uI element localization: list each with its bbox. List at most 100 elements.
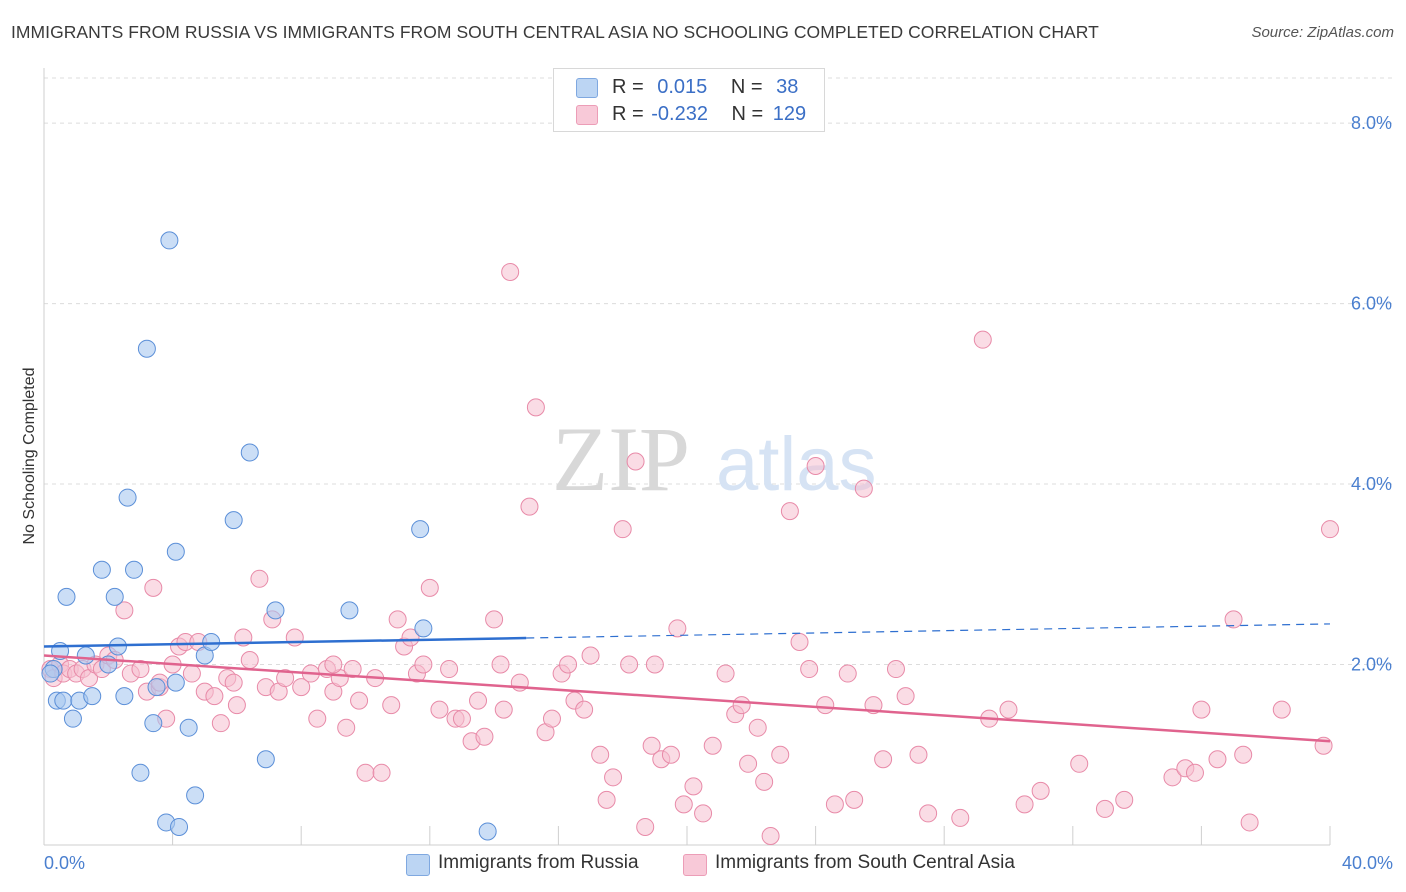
data-point-russia (76, 646, 95, 665)
legend-n-label: N = (731, 103, 764, 125)
data-point-asia (1163, 768, 1182, 787)
data-point-asia (224, 673, 243, 692)
data-point-asia (308, 709, 327, 728)
data-point-asia (620, 655, 639, 674)
data-point-asia (645, 655, 664, 674)
data-point-asia (668, 619, 687, 638)
data-point-asia (356, 763, 375, 782)
data-point-russia (256, 750, 275, 769)
data-point-asia (388, 610, 407, 629)
data-point-russia (160, 231, 179, 250)
watermark-atlas: atlas (716, 422, 877, 507)
data-point-asia (694, 804, 713, 823)
data-point-asia (874, 750, 893, 769)
data-point-asia (732, 696, 751, 715)
data-point-russia (105, 587, 124, 606)
correlation-legend: R = 0.015 N = 38 R = -0.232 N = 129 (553, 68, 825, 132)
data-point-asia (144, 578, 163, 597)
data-point-russia (118, 488, 137, 507)
data-point-asia (1115, 790, 1134, 809)
data-point-asia (951, 808, 970, 827)
data-point-asia (337, 718, 356, 737)
data-point-asia (276, 669, 295, 688)
data-point-asia (452, 709, 471, 728)
data-point-asia (1185, 763, 1204, 782)
series-russia-points (41, 231, 497, 841)
data-point-asia (771, 745, 790, 764)
data-point-asia (211, 714, 230, 733)
data-point-asia (642, 736, 661, 755)
data-point-russia (414, 619, 433, 638)
data-point-russia (54, 691, 73, 710)
data-point-asia (800, 660, 819, 679)
data-point-russia (240, 443, 259, 462)
data-point-asia (806, 457, 825, 476)
data-point-asia (520, 497, 539, 516)
data-point-russia (170, 817, 189, 836)
y-tick-label: 2.0% (1351, 655, 1392, 675)
data-point-russia (179, 718, 198, 737)
data-point-asia (414, 655, 433, 674)
y-tick-label: 6.0% (1351, 294, 1392, 314)
data-point-russia (57, 587, 76, 606)
data-point-russia (131, 763, 150, 782)
y-tick-label: 8.0% (1351, 113, 1392, 133)
data-point-russia (83, 687, 102, 706)
data-point-asia (597, 790, 616, 809)
data-point-asia (343, 660, 362, 679)
tick-labels: 2.0% 4.0% 6.0% 8.0% 0.0% 40.0% (44, 113, 1393, 873)
data-point-asia (825, 795, 844, 814)
data-point-asia (716, 664, 735, 683)
legend-swatch-asia (576, 105, 598, 125)
bottom-legend-label-russia: Immigrants from Russia (438, 852, 639, 873)
data-point-russia (266, 601, 285, 620)
data-point-asia (1224, 610, 1243, 629)
source-label: Source: ZipAtlas.com (1251, 24, 1394, 41)
x-tick-label-max: 40.0% (1342, 853, 1393, 873)
data-point-asia (684, 777, 703, 796)
trend-lines (43, 623, 1331, 743)
x-tick-label-min: 0.0% (44, 853, 85, 873)
data-point-asia (591, 745, 610, 764)
y-axis-label: No Schooling Completed (21, 368, 38, 545)
data-point-asia (240, 651, 259, 670)
legend-r-value-russia: 0.015 (657, 76, 708, 98)
data-point-asia (999, 700, 1018, 719)
data-point-asia (816, 696, 835, 715)
data-point-asia (748, 718, 767, 737)
data-point-asia (703, 736, 722, 755)
data-point-russia (340, 601, 359, 620)
data-point-asia (1234, 745, 1253, 764)
legend-r-value-asia: -0.232 (651, 103, 708, 125)
data-point-russia (147, 678, 166, 697)
data-point-asia (475, 727, 494, 746)
data-point-asia (604, 768, 623, 787)
data-point-asia (575, 700, 594, 719)
data-point-russia (125, 560, 144, 579)
data-point-asia (115, 601, 134, 620)
data-point-asia (755, 772, 774, 791)
bottom-legend-swatch-asia (683, 854, 707, 876)
axes (43, 68, 1331, 846)
data-point-asia (973, 330, 992, 349)
data-point-asia (1272, 700, 1291, 719)
data-point-russia (166, 673, 185, 692)
data-point-asia (350, 691, 369, 710)
data-point-asia (854, 479, 873, 498)
data-point-asia (485, 610, 504, 629)
data-point-russia (63, 709, 82, 728)
data-point-asia (292, 678, 311, 697)
data-point-asia (838, 664, 857, 683)
legend-r-label: R = (612, 103, 644, 125)
data-point-russia (224, 511, 243, 530)
watermark-zip: ZIP (552, 408, 690, 510)
chart-title: IMMIGRANTS FROM RUSSIA VS IMMIGRANTS FRO… (11, 22, 1099, 42)
legend-n-value-asia: 129 (772, 103, 807, 125)
data-point-asia (674, 795, 693, 814)
data-point-russia (202, 632, 221, 651)
data-point-asia (886, 660, 905, 679)
data-point-asia (372, 763, 391, 782)
data-point-asia (790, 632, 809, 651)
legend-n-label: N = (730, 76, 763, 98)
